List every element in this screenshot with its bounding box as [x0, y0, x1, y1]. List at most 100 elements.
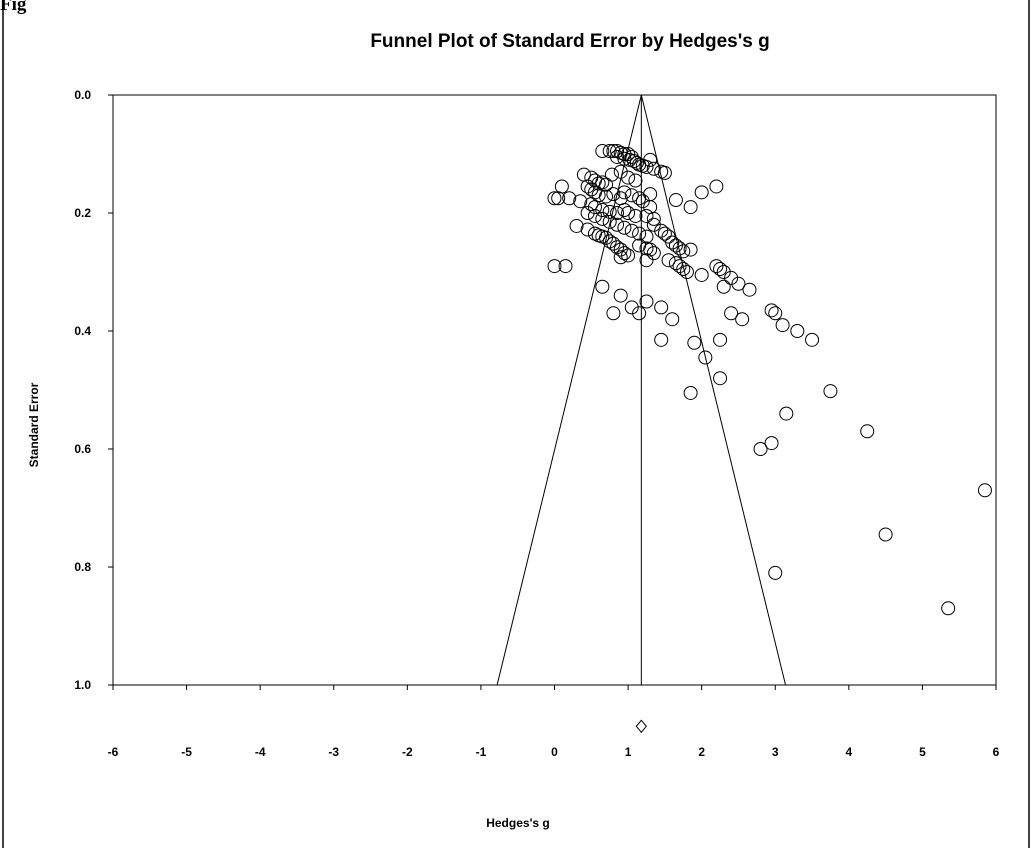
- study-point: [753, 442, 768, 456]
- study-point: [569, 218, 584, 233]
- study-point: [624, 223, 639, 238]
- x-tick-label: 4: [845, 745, 852, 759]
- study-point: [639, 229, 654, 244]
- study-point: [676, 262, 691, 277]
- study-point: [768, 306, 783, 321]
- study-point: [610, 217, 625, 232]
- study-point: [654, 300, 669, 315]
- study-point: [639, 253, 654, 268]
- study-point: [613, 288, 628, 303]
- study-point: [587, 200, 602, 215]
- study-point: [742, 282, 757, 297]
- study-point: [580, 222, 595, 237]
- x-tick-label: 3: [772, 745, 779, 759]
- x-tick-label: 1: [625, 745, 632, 759]
- study-point: [621, 147, 636, 161]
- study-point: [716, 265, 731, 279]
- study-point: [668, 256, 683, 271]
- funnel-left-line: [496, 94, 642, 686]
- study-point: [779, 406, 794, 421]
- study-point: [668, 193, 683, 208]
- y-tick-label: 1.0: [74, 678, 91, 692]
- x-tick-label: -2: [402, 745, 413, 759]
- study-point: [613, 164, 628, 179]
- study-point: [764, 436, 779, 451]
- study-point: [735, 312, 750, 327]
- study-point: [646, 217, 661, 232]
- study-point: [610, 144, 625, 159]
- study-point: [621, 206, 636, 220]
- study-point: [599, 189, 614, 204]
- study-point: [606, 236, 621, 251]
- study-point: [676, 244, 691, 259]
- study-point: [860, 424, 875, 439]
- study-point: [613, 250, 628, 265]
- summary-diamond-group: [635, 719, 647, 734]
- study-point: [562, 191, 577, 206]
- study-point: [724, 306, 739, 321]
- x-axis-title: Hedges's g: [486, 816, 550, 830]
- study-point: [665, 235, 680, 250]
- study-point: [805, 332, 820, 347]
- study-point: [606, 187, 621, 202]
- x-tick-label: -3: [328, 745, 339, 759]
- study-point: [823, 384, 838, 399]
- study-point: [724, 270, 739, 285]
- study-point: [672, 259, 687, 274]
- study-point: [602, 214, 617, 229]
- study-point: [768, 565, 783, 580]
- study-point: [709, 179, 724, 194]
- x-tick-label: -1: [476, 745, 487, 759]
- x-tick-label: 2: [698, 745, 705, 759]
- x-tick-label: -5: [181, 745, 192, 759]
- study-point: [977, 483, 992, 498]
- study-point: [657, 165, 672, 180]
- study-point: [639, 208, 654, 223]
- study-point: [632, 226, 647, 241]
- study-point: [602, 144, 617, 159]
- study-point: [694, 267, 709, 282]
- study-point: [731, 276, 746, 291]
- study-point: [713, 262, 728, 277]
- study-point: [683, 242, 698, 257]
- study-point: [617, 246, 632, 261]
- study-point: [687, 335, 702, 350]
- study-point: [635, 194, 650, 209]
- study-point: [595, 144, 610, 159]
- study-point: [698, 350, 713, 365]
- study-point: [683, 385, 698, 400]
- study-point: [643, 152, 658, 167]
- study-point: [613, 242, 628, 257]
- figure-label: Fig: [0, 0, 27, 15]
- study-point: [584, 182, 599, 197]
- study-point: [626, 154, 641, 169]
- study-point: [573, 194, 588, 209]
- study-point: [646, 246, 661, 261]
- study-point: [668, 238, 683, 253]
- y-tick-label: 0.4: [74, 324, 91, 338]
- study-point: [628, 208, 643, 223]
- study-point: [661, 253, 676, 268]
- study-point: [639, 159, 654, 174]
- study-point: [617, 185, 632, 200]
- study-point: [790, 324, 805, 338]
- study-point: [694, 185, 709, 200]
- study-point: [617, 220, 632, 235]
- study-point: [595, 279, 610, 294]
- study-point: [713, 332, 728, 347]
- study-point: [580, 179, 595, 194]
- study-point: [587, 208, 602, 223]
- summary-diamond: [635, 719, 647, 734]
- study-point: [878, 527, 893, 542]
- study-point: [716, 279, 731, 294]
- study-point: [713, 371, 728, 386]
- study-point: [624, 300, 639, 315]
- study-point: [599, 230, 614, 245]
- y-axis-title: Standard Error: [27, 382, 41, 467]
- study-point: [547, 191, 562, 206]
- funnel-right-line: [640, 94, 787, 686]
- study-point: [941, 601, 956, 616]
- study-point: [775, 318, 790, 333]
